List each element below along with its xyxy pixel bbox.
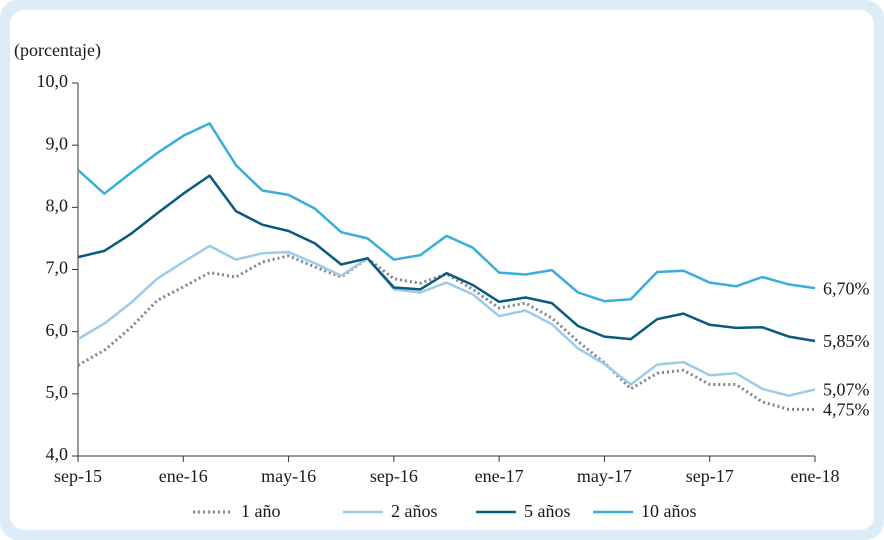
- value-label: 5,07%: [823, 380, 870, 400]
- series-line: [77, 122, 816, 303]
- legend-label: 10 años: [641, 501, 697, 521]
- y-tick-label: 4,0: [46, 444, 69, 464]
- y-tick-label: 7,0: [46, 258, 69, 278]
- legend-label: 1 año: [241, 501, 281, 521]
- legend-label: 5 años: [524, 501, 571, 521]
- y-tick-label: 9,0: [46, 133, 69, 153]
- plot-panel: [10, 10, 874, 530]
- y-tick-label: 10,0: [37, 71, 69, 91]
- x-tick-label: sep-15: [54, 466, 102, 486]
- x-tick-label: may-17: [577, 466, 632, 486]
- y-tick-label: 6,0: [46, 320, 69, 340]
- value-label: 4,75%: [823, 400, 870, 420]
- y-tick-label: 8,0: [46, 195, 69, 215]
- x-tick-label: may-16: [261, 466, 316, 486]
- series-line: [77, 244, 816, 397]
- x-tick-label: sep-16: [370, 466, 418, 486]
- value-label: 5,85%: [823, 331, 870, 351]
- series-line: [77, 254, 815, 411]
- x-tick-label: ene-17: [475, 466, 524, 486]
- legend-label: 2 años: [391, 501, 438, 521]
- series-line: [77, 174, 816, 343]
- value-label: 6,70%: [823, 278, 870, 298]
- x-tick-label: ene-18: [791, 466, 840, 486]
- x-tick-label: sep-17: [686, 466, 734, 486]
- y-tick-label: 5,0: [46, 382, 69, 402]
- x-tick-label: ene-16: [159, 466, 208, 486]
- y-axis-label: (porcentaje): [14, 40, 101, 61]
